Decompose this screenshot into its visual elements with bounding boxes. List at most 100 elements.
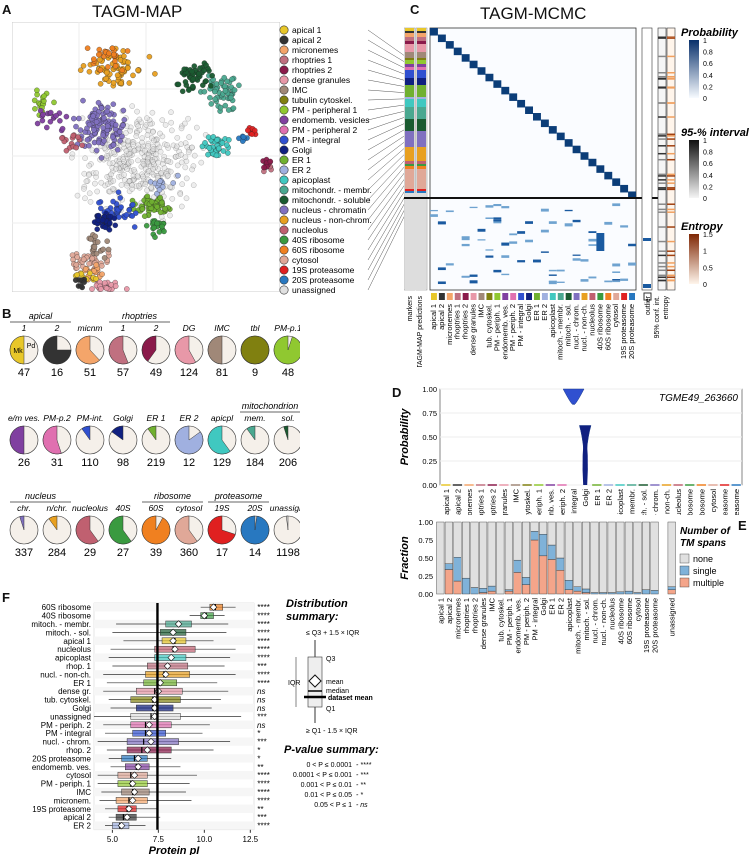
- stacked-bar-segment: [513, 521, 522, 561]
- x-tick-label: rhoptries 1: [462, 598, 471, 633]
- scatter-point: [63, 113, 70, 120]
- row-label: apical 1: [63, 637, 91, 646]
- scatter-point: [117, 195, 124, 201]
- column-label: apical 2: [437, 304, 446, 330]
- entropy-cell: [667, 265, 675, 268]
- marker-cell: [405, 131, 414, 147]
- scatter-point: [77, 67, 84, 73]
- pvalue-code: - ***: [356, 772, 369, 779]
- ci-cell: [658, 135, 666, 137]
- scatter-point: [167, 184, 174, 190]
- pie-count: 48: [282, 367, 294, 379]
- x-tick-label: ER 1: [548, 598, 557, 615]
- mean-diamond: [147, 737, 155, 746]
- scatter-point: [130, 141, 136, 148]
- heatmap-cell: [588, 276, 597, 279]
- prediction-cell: [417, 164, 426, 166]
- color-strip-cell: [438, 293, 445, 300]
- mean-diamond: [161, 670, 170, 679]
- significance-label: **: [257, 805, 264, 814]
- mean-diamond: [143, 746, 152, 754]
- legend-swatch: [279, 35, 289, 45]
- pie-count: 337: [15, 547, 33, 559]
- color-strip-cell: [605, 293, 612, 300]
- legend-tick: 0.4: [703, 173, 713, 180]
- x-tick-label: ER 1: [593, 489, 602, 506]
- significance-label: ****: [257, 670, 270, 679]
- ci-cell: [658, 276, 666, 279]
- pie-count: 98: [117, 457, 129, 469]
- heatmap-cell: [572, 254, 581, 256]
- color-strip-cell: [557, 293, 564, 300]
- legend-label: 19S proteasome: [292, 265, 355, 275]
- pie-count: 49: [150, 367, 162, 379]
- violin-shape: [582, 425, 588, 485]
- significance-label: ns: [257, 721, 265, 730]
- scatter-point: [236, 82, 242, 89]
- marker-cell: [405, 52, 414, 58]
- pie-group-label: ribosome: [154, 491, 191, 501]
- row-label: mitoch. - membr.: [31, 620, 91, 629]
- scatter-point: [100, 246, 106, 253]
- scatter-point: [178, 125, 185, 132]
- x-tick-label: mitoch. - membr.: [573, 598, 582, 654]
- diagonal-cell: [453, 47, 462, 56]
- scatter-point: [205, 134, 212, 140]
- stacked-bar-segment: [564, 521, 573, 581]
- leader-line: [367, 164, 407, 211]
- scatter-point: [124, 166, 130, 172]
- heatmap-cell: [525, 221, 533, 224]
- scatter-point: [117, 129, 123, 135]
- heatmap-frame: [429, 27, 637, 291]
- pie-slice: [174, 425, 204, 455]
- legend-swatch: [279, 25, 289, 35]
- pie-label: DG: [183, 323, 196, 333]
- leader-line: [367, 140, 407, 171]
- marker-cell: [405, 60, 414, 64]
- x-tick-label: 7.5: [153, 835, 165, 844]
- summary-title: Distribution: [286, 598, 348, 610]
- row-label: apical 2: [63, 813, 91, 822]
- scatter-point: [139, 206, 146, 212]
- pie-count: 12: [183, 457, 195, 469]
- scatter-point: [182, 120, 188, 127]
- color-strip-cell: [510, 293, 517, 300]
- scatter-point: [159, 223, 165, 230]
- scatter-point: [240, 134, 247, 140]
- scatter-point: [92, 180, 98, 187]
- legend-tick: 0: [703, 196, 707, 203]
- scatter-point: [91, 244, 98, 250]
- x-tick-label: cytosol: [633, 598, 642, 622]
- y-tick-label: 0.25: [418, 572, 433, 581]
- ci-cell: [658, 138, 666, 140]
- leader-line: [367, 212, 407, 291]
- scatter-point: [181, 66, 187, 72]
- stacked-bar-segment: [667, 521, 676, 588]
- scatter-point: [98, 155, 105, 161]
- legend-title: Probability: [681, 27, 739, 39]
- scatter-point: [99, 263, 105, 269]
- color-strip-cell: [486, 293, 493, 300]
- scatter-point: [123, 212, 130, 218]
- x-tick-label: nucl. - non-ch.: [663, 489, 672, 515]
- scatter-point: [59, 125, 66, 132]
- column-label: rhoptries 2: [461, 304, 470, 339]
- heatmap-cell: [612, 280, 621, 283]
- entropy-cell: [667, 279, 675, 282]
- pvalue-range: 0.01 < P ≤ 0.05: [305, 792, 353, 799]
- x-tick-label: 12.5: [243, 835, 259, 844]
- diagonal-cell: [556, 132, 565, 141]
- stacked-bar-segment: [547, 544, 556, 560]
- entropy-cell: [667, 173, 675, 176]
- row-label: Golgi: [72, 704, 91, 713]
- scatter-point: [174, 135, 181, 141]
- stacked-bar-segment: [590, 592, 599, 595]
- legend-label: ER 2: [292, 165, 311, 175]
- legend-label: nucleolus: [292, 225, 328, 235]
- heatmap-cell: [612, 263, 621, 267]
- scatter-point: [110, 134, 116, 140]
- scatter-point: [110, 186, 116, 192]
- x-tick-label: 60S ribosome: [625, 598, 634, 644]
- marker-cell: [405, 99, 414, 107]
